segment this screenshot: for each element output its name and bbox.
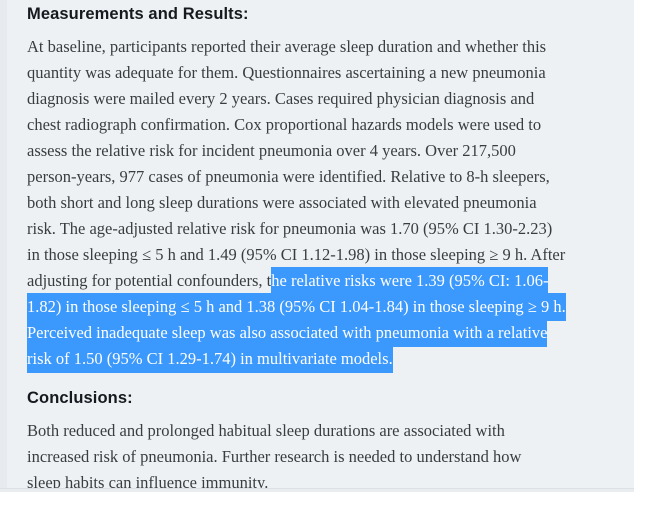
measurements-results-heading: Measurements and Results:: [27, 5, 249, 23]
results-text-before-selection: At baseline, participants reported their…: [27, 37, 566, 290]
panel-left-edge: [0, 0, 7, 492]
abstract-content: Measurements and Results: At baseline, p…: [27, 5, 624, 492]
conclusions-heading: Conclusions:: [27, 389, 133, 407]
measurements-results-paragraph: At baseline, participants reported their…: [27, 34, 624, 373]
bottom-divider: [0, 488, 634, 492]
abstract-panel: [0, 0, 634, 492]
conclusions-paragraph: Both reduced and prolonged habitual slee…: [27, 421, 522, 492]
